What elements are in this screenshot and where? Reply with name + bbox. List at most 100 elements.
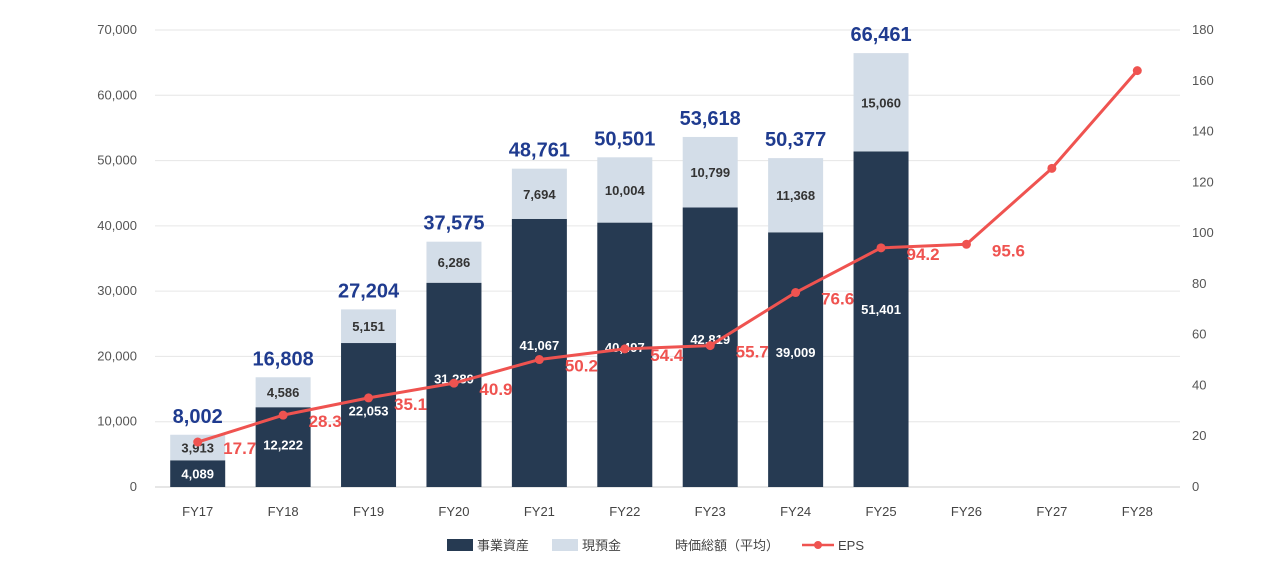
bar-segment-label: 6,286 [438,255,471,270]
bar-segment-cash [255,377,311,408]
legend-marker-eps [814,541,822,549]
x-axis-tick-label: FY24 [780,504,811,519]
eps-data-label: 17.7 [223,439,256,458]
legend-label: 現預金 [582,538,621,553]
bar-segment-business-assets [853,151,909,487]
bar-total-label: 8,002 [173,406,223,428]
bar-segment-business-assets [597,222,653,488]
eps-data-label: 28.3 [309,412,342,431]
bar-total-label: 27,204 [338,280,400,302]
bar-segment-business-assets [170,460,226,487]
left-axis-tick-label: 50,000 [97,153,137,168]
bar-total-label: 53,618 [680,108,741,130]
bar-segment-label: 39,009 [776,345,816,360]
eps-data-label: 94.2 [906,245,939,264]
bar-total-label: 66,461 [850,24,911,46]
right-axis-tick-label: 0 [1192,479,1199,494]
eps-data-label: 54.4 [650,346,684,365]
right-axis-tick-label: 60 [1192,327,1206,342]
left-axis-tick-label: 70,000 [97,22,137,37]
legend-swatch-cash [552,539,578,551]
left-axis-tick-label: 20,000 [97,348,137,363]
bar-segment-label: 7,694 [523,187,556,202]
eps-data-label: 50.2 [565,357,598,376]
x-axis-tick-label: FY27 [1036,504,1067,519]
x-axis-tick-label: FY21 [524,504,555,519]
x-axis-tick-label: FY22 [609,504,640,519]
bar-segment-cash [768,158,824,233]
x-axis-tick-label: FY26 [951,504,982,519]
bar-total-label: 50,501 [594,128,655,150]
x-axis-tick-label: FY25 [866,504,897,519]
bar-segment-cash [682,136,738,208]
bar-total-label: 48,761 [509,140,570,162]
x-axis-tick-label: FY23 [695,504,726,519]
left-axis-tick-label: 0 [130,479,137,494]
bar-segment-label: 41,067 [519,338,559,353]
eps-data-label: 55.7 [736,343,769,362]
legend-label: 事業資産 [477,538,529,553]
eps-point [534,355,544,365]
legend-swatch-market-cap [645,539,671,551]
right-axis-tick-label: 160 [1192,73,1214,88]
bar-total-label: 37,575 [423,213,484,235]
bar-segment-label: 12,222 [263,438,303,453]
eps-data-label: 95.6 [992,241,1025,260]
left-axis-tick-label: 60,000 [97,87,137,102]
right-axis-tick-label: 80 [1192,276,1206,291]
eps-point [620,344,630,354]
bar-segment-label: 15,060 [861,95,901,110]
bar-segment-label: 10,004 [605,183,646,198]
x-axis-tick-label: FY17 [182,504,213,519]
bar-total-label: 16,808 [253,348,314,370]
bar-segment-cash [511,168,567,219]
x-axis-tick-label: FY28 [1122,504,1153,519]
bar-segment-label: 3,913 [181,441,214,456]
legend-swatch-business-assets [447,539,473,551]
eps-point [449,378,459,388]
bar-segment-label: 5,151 [352,319,385,334]
eps-data-label: 40.9 [479,380,512,399]
bar-segment-business-assets [768,232,824,487]
bar-segment-label: 42,819 [690,332,730,347]
eps-data-label: 76.6 [821,290,854,309]
left-axis-tick-label: 40,000 [97,218,137,233]
right-axis-tick-label: 140 [1192,124,1214,139]
eps-point [364,393,374,403]
eps-point [1047,163,1057,173]
right-axis-tick-label: 20 [1192,428,1206,443]
eps-point [961,239,971,249]
bar-segment-cash [853,53,909,152]
right-axis-tick-label: 120 [1192,174,1214,189]
bar-total-label: 50,377 [765,129,826,151]
eps-line [197,69,1139,444]
eps-data-label: 35.1 [394,395,427,414]
right-axis-tick-label: 180 [1192,22,1214,37]
eps-point [1132,66,1142,76]
bar-segment-label: 22,053 [349,404,389,419]
x-axis-tick-label: FY19 [353,504,384,519]
x-axis-tick-label: FY18 [268,504,299,519]
x-axis-tick-label: FY20 [438,504,469,519]
bar-segment-label: 11,368 [776,188,815,203]
eps-point [876,243,886,253]
eps-point [791,288,801,298]
eps-point [278,410,288,420]
bar-segment-business-assets [511,218,567,487]
legend-label: EPS [838,538,864,553]
bar-segment-cash [341,309,397,344]
left-axis-tick-label: 30,000 [97,283,137,298]
bar-segment-cash [597,157,653,223]
right-axis-tick-label: 100 [1192,225,1214,240]
eps-point [193,437,203,447]
bar-segment-label: 4,089 [181,467,214,482]
bar-segment-label: 51,401 [861,302,901,317]
bar-segment-label: 10,799 [690,165,730,180]
legend-label: 時価総額（平均） [675,538,779,553]
left-axis-tick-label: 10,000 [97,414,137,429]
bar-segment-label: 4,586 [267,385,300,400]
bar-segment-cash [426,241,482,283]
right-axis-tick-label: 40 [1192,377,1206,392]
